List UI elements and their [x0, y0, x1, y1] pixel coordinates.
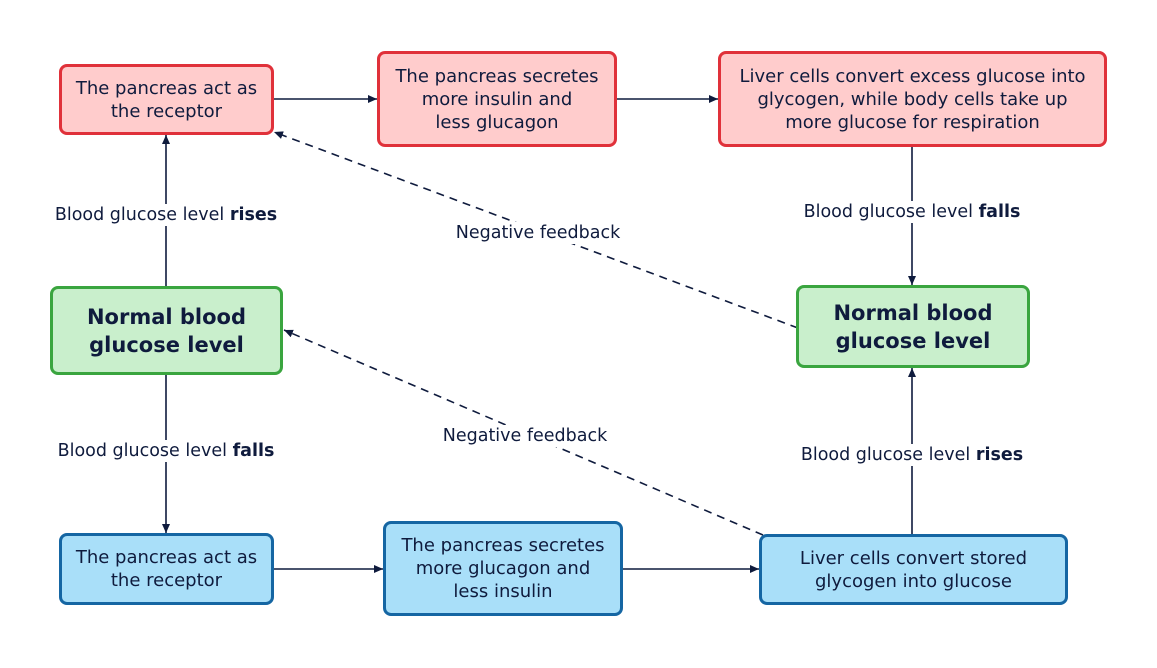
label-left-rises-prefix: Blood glucose level [54, 205, 230, 225]
label-left-falls-prefix: Blood glucose level [57, 441, 233, 461]
label-right-falls: Blood glucose level falls [799, 201, 1025, 223]
normal-level-left-box: Normal blood glucose level [50, 286, 283, 375]
bottom-receptor-box: The pancreas act as the receptor [59, 533, 274, 605]
bottom-secretes-box: The pancreas secretes more glucagon and … [383, 521, 623, 616]
feedback-arrow-top [273, 131, 799, 329]
label-right-falls-prefix: Blood glucose level [803, 202, 979, 222]
label-right-rises-bold: rises [975, 445, 1024, 465]
label-negative-feedback-bottom: Negative feedback [438, 425, 612, 447]
top-liver-box: Liver cells convert excess glucose into … [718, 51, 1107, 147]
label-right-falls-bold: falls [978, 202, 1021, 222]
bottom-liver-box: Liver cells convert stored glycogen into… [759, 534, 1068, 605]
label-negative-feedback-top: Negative feedback [451, 222, 625, 244]
feedback-arrow-bottom [283, 329, 764, 536]
label-right-rises-prefix: Blood glucose level [800, 445, 976, 465]
label-left-rises-bold: rises [229, 205, 278, 225]
top-secretes-box: The pancreas secretes more insulin and l… [377, 51, 617, 147]
label-left-rises: Blood glucose level rises [50, 204, 282, 226]
top-receptor-box: The pancreas act as the receptor [59, 64, 274, 135]
label-right-rises: Blood glucose level rises [796, 444, 1028, 466]
normal-level-right-box: Normal blood glucose level [796, 285, 1030, 368]
label-left-falls: Blood glucose level falls [53, 440, 279, 462]
label-left-falls-bold: falls [232, 441, 275, 461]
